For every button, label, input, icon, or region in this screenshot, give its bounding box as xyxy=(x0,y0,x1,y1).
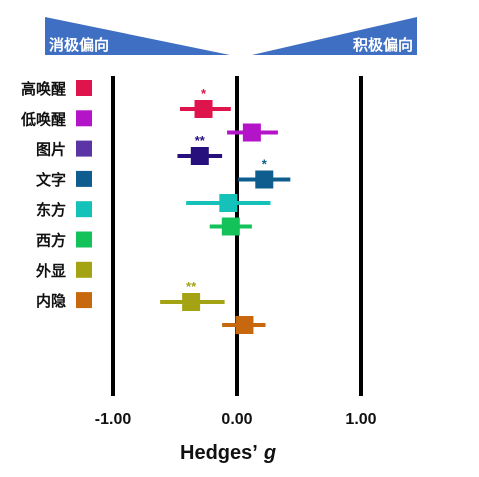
legend-swatch xyxy=(76,292,92,309)
left-banner-label: 消极偏向 xyxy=(49,36,109,54)
x-axis-label: Hedges’ g xyxy=(180,442,276,464)
x-tick-label: 0.00 xyxy=(221,411,252,428)
effect-point xyxy=(182,293,201,311)
significance-label: * xyxy=(201,86,207,101)
legend-label: 文字 xyxy=(36,171,66,189)
significance-label: ** xyxy=(186,279,197,294)
effect-point xyxy=(190,147,209,165)
legend-swatch xyxy=(76,231,92,248)
significance-label: ** xyxy=(195,133,206,148)
legend-swatch xyxy=(76,170,92,187)
legend-swatch xyxy=(76,261,92,278)
x-axis-label-main: Hedges’ xyxy=(180,442,258,464)
legend-label: 低唤醒 xyxy=(20,110,66,128)
legend-swatch xyxy=(76,80,92,96)
effect-marks: ****** xyxy=(160,86,291,334)
legend-label: 西方 xyxy=(36,232,66,250)
legend-label: 外显 xyxy=(35,262,66,280)
x-tick-label: -1.00 xyxy=(95,411,132,428)
x-axis-ticks: -1.00 0.00 1.00 xyxy=(95,411,377,428)
x-axis-label-italic: g xyxy=(263,442,276,464)
effect-point xyxy=(242,123,261,142)
reference-lines xyxy=(111,76,363,396)
legend-label: 图片 xyxy=(36,141,66,159)
legend-swatch xyxy=(76,201,92,218)
right-banner-label: 积极偏向 xyxy=(353,36,413,54)
significance-label: * xyxy=(262,157,268,172)
legend-label: 东方 xyxy=(36,201,66,219)
effect-point xyxy=(221,217,240,236)
left-banner-shape xyxy=(45,17,230,55)
legend-swatch xyxy=(76,110,92,127)
effect-point xyxy=(235,316,254,334)
x-tick-label: 1.00 xyxy=(345,411,376,428)
legend-swatch xyxy=(76,140,92,157)
legend-label: 内隐 xyxy=(36,292,66,310)
right-banner-shape xyxy=(252,17,417,55)
effect-point xyxy=(194,100,213,118)
effect-point xyxy=(219,194,238,212)
effect-point xyxy=(255,170,274,189)
legend-label: 高唤醒 xyxy=(21,80,66,98)
